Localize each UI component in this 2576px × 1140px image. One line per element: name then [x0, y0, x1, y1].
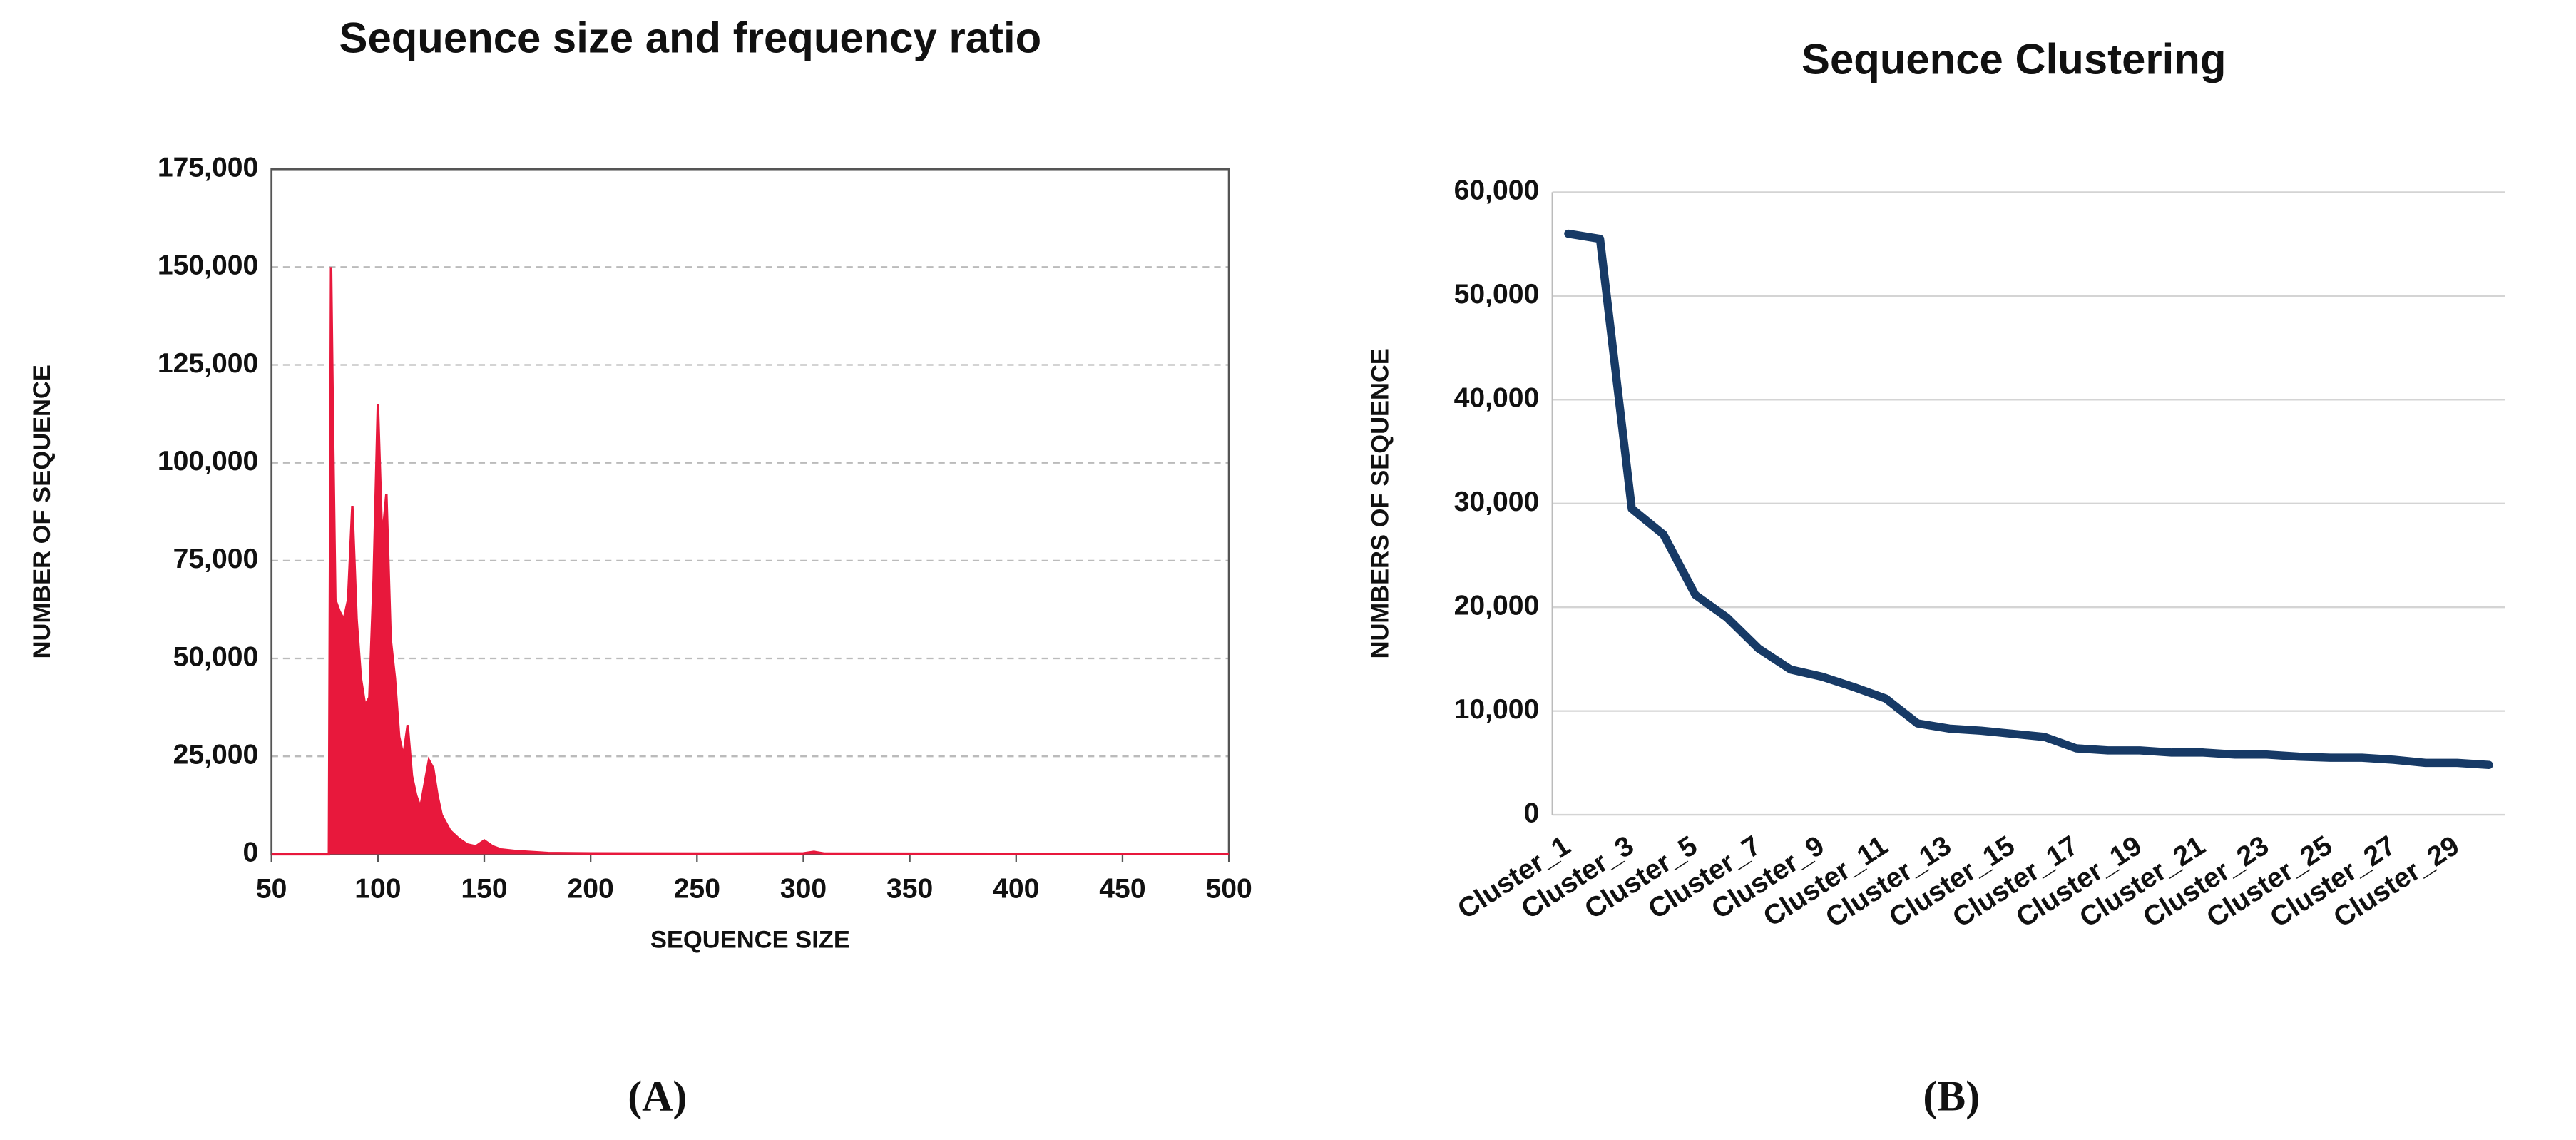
- y-tick-label: 60,000: [1454, 175, 1540, 206]
- area-outline: [271, 267, 1230, 856]
- line-series: [1564, 229, 2493, 770]
- x-tick-label: 400: [993, 873, 1039, 904]
- x-tick-label: 300: [780, 873, 827, 904]
- y-tick-label: 0: [1524, 798, 1540, 828]
- y-axis-label: NUMBERS OF SEQUENCE: [1366, 348, 1394, 658]
- y-tick-label: 20,000: [1454, 591, 1540, 621]
- y-tick-label: 125,000: [158, 348, 258, 379]
- y-tick-label: 175,000: [158, 153, 258, 183]
- x-tick-label: 500: [1205, 873, 1252, 904]
- x-tick-label: 50: [256, 873, 287, 904]
- y-tick-label: 10,000: [1454, 694, 1540, 725]
- chart-title: Sequence size and frequency ratio: [339, 14, 1042, 62]
- area-fill: [271, 267, 1230, 855]
- x-tick-label: 250: [674, 873, 720, 904]
- y-tick-label: 40,000: [1454, 383, 1540, 414]
- chart-title: Sequence Clustering: [1801, 36, 2226, 83]
- y-tick-label: 50,000: [173, 641, 259, 672]
- y-tick-label: 25,000: [173, 740, 259, 770]
- y-tick-label: 50,000: [1454, 279, 1540, 310]
- x-axis-label: SEQUENCE SIZE: [650, 927, 850, 954]
- y-tick-label: 150,000: [158, 250, 258, 281]
- x-tick-label: 200: [568, 873, 614, 904]
- caption: (B): [1923, 1073, 1980, 1120]
- x-tick-label: 100: [354, 873, 401, 904]
- x-tick-label: 150: [461, 873, 507, 904]
- x-tick-label: 350: [886, 873, 933, 904]
- y-tick-label: 100,000: [158, 446, 258, 477]
- y-tick-label: 75,000: [173, 544, 259, 574]
- plot-frame: [270, 168, 1230, 855]
- y-tick-label: 30,000: [1454, 487, 1540, 517]
- y-axis-label: NUMBER OF SEQUENCE: [29, 365, 56, 658]
- y-tick-label: 0: [243, 838, 259, 868]
- caption: (A): [628, 1073, 687, 1120]
- x-tick-label: 450: [1099, 873, 1145, 904]
